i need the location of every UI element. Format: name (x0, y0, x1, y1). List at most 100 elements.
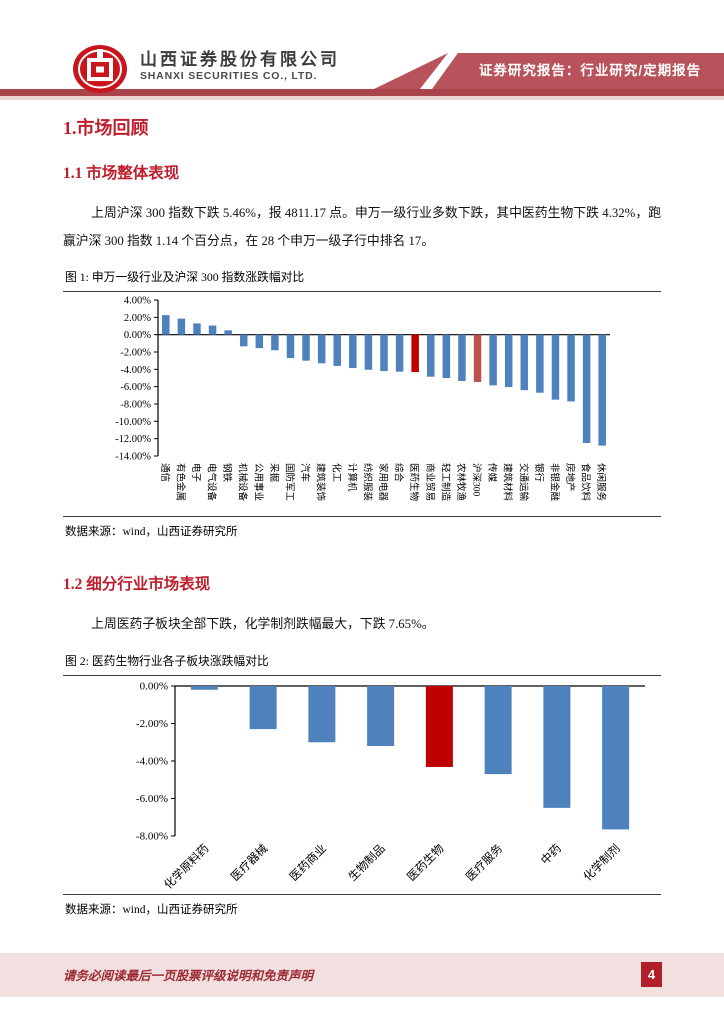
y-tick-label: -14.00% (115, 452, 151, 463)
bar-计算机 (349, 334, 357, 369)
category-label: 交通运输 (517, 463, 529, 502)
bar-通信 (162, 315, 170, 335)
category-label: 化工 (330, 463, 342, 483)
bar-食品饮料 (582, 334, 591, 443)
category-label: 食品饮料 (580, 463, 592, 502)
category-label: 通信 (159, 463, 171, 482)
y-tick-label: 0.00% (124, 330, 151, 341)
y-tick-label: -4.00% (120, 365, 151, 376)
report-body: 1.市场回顾 1.1 市场整体表现 上周沪深 300 指数下跌 5.46%，报 … (0, 100, 724, 917)
figure-2-caption: 图 2: 医药生物行业各子板块涨跌幅对比 (63, 648, 661, 676)
category-label: 计算机 (346, 463, 358, 492)
category-label: 电子 (190, 463, 202, 483)
section-title-1-2: 1.2 细分行业市场表现 (63, 576, 211, 593)
category-label: 医疗器械 (228, 840, 271, 883)
header-band-graphic (0, 53, 724, 100)
bar-汽车 (302, 334, 310, 361)
category-label: 电气设备 (206, 463, 218, 502)
y-tick-label: -2.00% (120, 348, 151, 359)
bar-医药生物 (425, 685, 453, 767)
category-label: 钢铁 (221, 463, 233, 483)
y-tick-label: 0.00% (140, 680, 168, 692)
bar-化学原料药 (190, 685, 218, 690)
category-label: 休闲服务 (595, 463, 607, 502)
category-label: 农林牧渔 (455, 463, 467, 502)
page-number: 4 (641, 962, 662, 987)
bar-综合 (395, 334, 404, 372)
bar-医疗服务 (484, 685, 512, 774)
bar-商业贸易 (427, 334, 435, 377)
report-type-banner: 证券研究报告：行业研究/定期报告 (478, 63, 702, 78)
category-label: 纺织服装 (361, 463, 373, 502)
category-label: 中药 (539, 841, 564, 866)
category-label: 采掘 (268, 463, 280, 482)
bar-有色金属 (177, 318, 186, 335)
category-label: 商业贸易 (424, 463, 436, 501)
category-label: 综合 (393, 463, 405, 483)
figure-2-source: 数据来源：wind，山西证券研究所 (63, 893, 661, 917)
category-label: 有色金属 (174, 463, 186, 501)
bar-休闲服务 (598, 334, 606, 446)
bar-沪深300 (473, 334, 482, 382)
company-name-block: 山西证券股份有限公司 SHANXI SECURITIES CO., LTD. (140, 50, 340, 82)
company-name-cn: 山西证券股份有限公司 (140, 50, 340, 69)
industry-performance-bar-chart: 4.00% 2.00% 0.00% -2.00% -4.00% -6.00% -8.00% -… (115, 296, 610, 502)
bar-房地产 (567, 334, 575, 402)
y-tick-label: -4.00% (136, 755, 168, 767)
y-tick-label: -6.00% (120, 382, 151, 393)
bar-医药生物 (411, 334, 419, 373)
category-label: 建筑装饰 (315, 463, 327, 501)
bar-建筑材料 (504, 334, 513, 388)
figure-2: 图 2: 医药生物行业各子板块涨跌幅对比 0.00% -2.00% -4.00% -6… (63, 648, 661, 917)
category-label: 化学制剂 (580, 841, 622, 883)
category-label: 非银金融 (548, 463, 560, 502)
category-label: 汽车 (299, 463, 311, 482)
bar-农林牧渔 (458, 334, 466, 382)
bar-医药商业 (308, 685, 336, 742)
bar-电子 (193, 323, 201, 335)
y-tick-label: -8.00% (136, 830, 168, 842)
y-tick-label: -10.00% (115, 417, 151, 428)
category-label: 沪深300 (471, 463, 483, 497)
bar-医疗器械 (249, 685, 277, 729)
figure-1-source: 数据来源：wind，山西证券研究所 (63, 516, 661, 539)
y-tick-label: 2.00% (124, 313, 151, 324)
section-title-1: 1.市场回顾 (63, 118, 149, 138)
bar-机械设备 (239, 334, 248, 347)
category-label: 建筑材料 (502, 463, 514, 502)
bar-纺织服装 (364, 334, 373, 370)
bar-传媒 (489, 334, 497, 386)
bar-国防军工 (286, 334, 295, 359)
figure-1: 图 1: 申万一级行业及沪深 300 指数涨跌幅对比 4.00% 2.00% 0.0… (63, 264, 661, 539)
category-label: 房地产 (564, 463, 576, 492)
section-title-1-1: 1.1 市场整体表现 (63, 165, 180, 182)
category-label: 医药商业 (287, 841, 329, 883)
category-label: 医药生物 (408, 463, 420, 502)
bar-钢铁 (224, 330, 232, 335)
y-tick-label: -8.00% (120, 400, 151, 411)
figure-1-caption: 图 1: 申万一级行业及沪深 300 指数涨跌幅对比 (63, 264, 661, 292)
paragraph-pharma-subsectors: 上周医药子板块全部下跌，化学制剂跌幅最大，下跌 7.65%。 (91, 617, 435, 631)
category-label: 医药生物 (404, 841, 446, 883)
category-label: 机械设备 (237, 463, 249, 502)
bar-化学制剂 (602, 685, 630, 829)
bar-交通运输 (520, 334, 529, 391)
bar-轻工制造 (442, 334, 451, 378)
pharma-subsector-bar-chart: 0.00%-2.00%-4.00%-6.00%-8.00%化学原料药 医疗器械 医药… (136, 680, 645, 891)
bar-银行 (536, 334, 544, 393)
y-tick-label: -6.00% (136, 793, 168, 805)
category-label: 公用事业 (252, 463, 264, 501)
bar-电气设备 (208, 325, 217, 335)
bar-建筑装饰 (317, 334, 326, 364)
bar-生物制品 (367, 685, 395, 746)
bar-非银金融 (551, 334, 560, 400)
category-label: 生物制品 (345, 841, 387, 883)
bar-公用事业 (255, 334, 264, 349)
bar-家用电器 (380, 334, 388, 372)
category-label: 医疗服务 (463, 840, 506, 883)
y-tick-label: -2.00% (136, 718, 168, 730)
category-label: 轻工制造 (439, 463, 451, 502)
paragraph-market-overview: 上周沪深 300 指数下跌 5.46%，报 4811.17 点。申万一级行业多数… (63, 206, 661, 248)
disclaimer-text: 请务必阅读最后一页股票评级说明和免责声明 (63, 969, 314, 983)
category-label: 传媒 (486, 463, 498, 483)
